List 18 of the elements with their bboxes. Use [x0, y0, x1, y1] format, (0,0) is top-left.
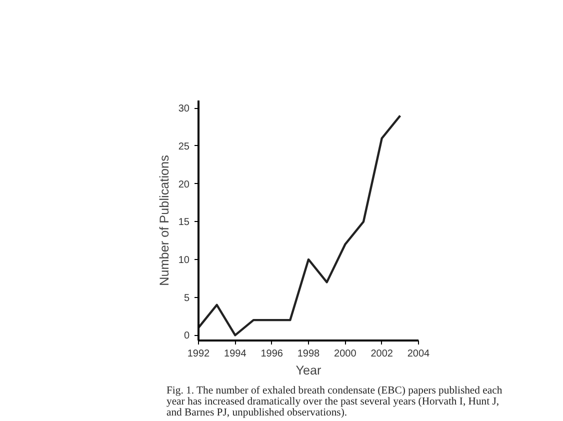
x-axis-title: Year [296, 364, 322, 378]
x-tick-label: 1994 [224, 348, 247, 360]
y-tick-label: 25 [178, 141, 190, 152]
x-tick-label: 1996 [260, 348, 284, 360]
y-tick-label: 5 [184, 292, 190, 304]
x-tick-label: 2004 [407, 348, 430, 360]
y-tick-label: 10 [178, 254, 190, 266]
x-tick-label: 1998 [297, 348, 320, 360]
y-tick-label: 15 [178, 217, 190, 228]
y-axis-title: Number of Publications [157, 155, 172, 286]
line-series [198, 114, 402, 336]
y-tick-label: 0 [184, 330, 190, 342]
caption: Fig. 1. The number of exhaled breath condensate (EBC) papers published each year has increased dramatically over the past several years (Horvath I, Hunt J, and Barnes PJ, unpublished observations). [166, 386, 503, 418]
y-tick-label: 20 [178, 179, 190, 190]
y-tick-label: 30 [178, 104, 190, 115]
x-tick-label: 1992 [187, 348, 210, 360]
x-tick-label: 2002 [370, 348, 394, 360]
x-tick-label: 2000 [334, 348, 357, 360]
